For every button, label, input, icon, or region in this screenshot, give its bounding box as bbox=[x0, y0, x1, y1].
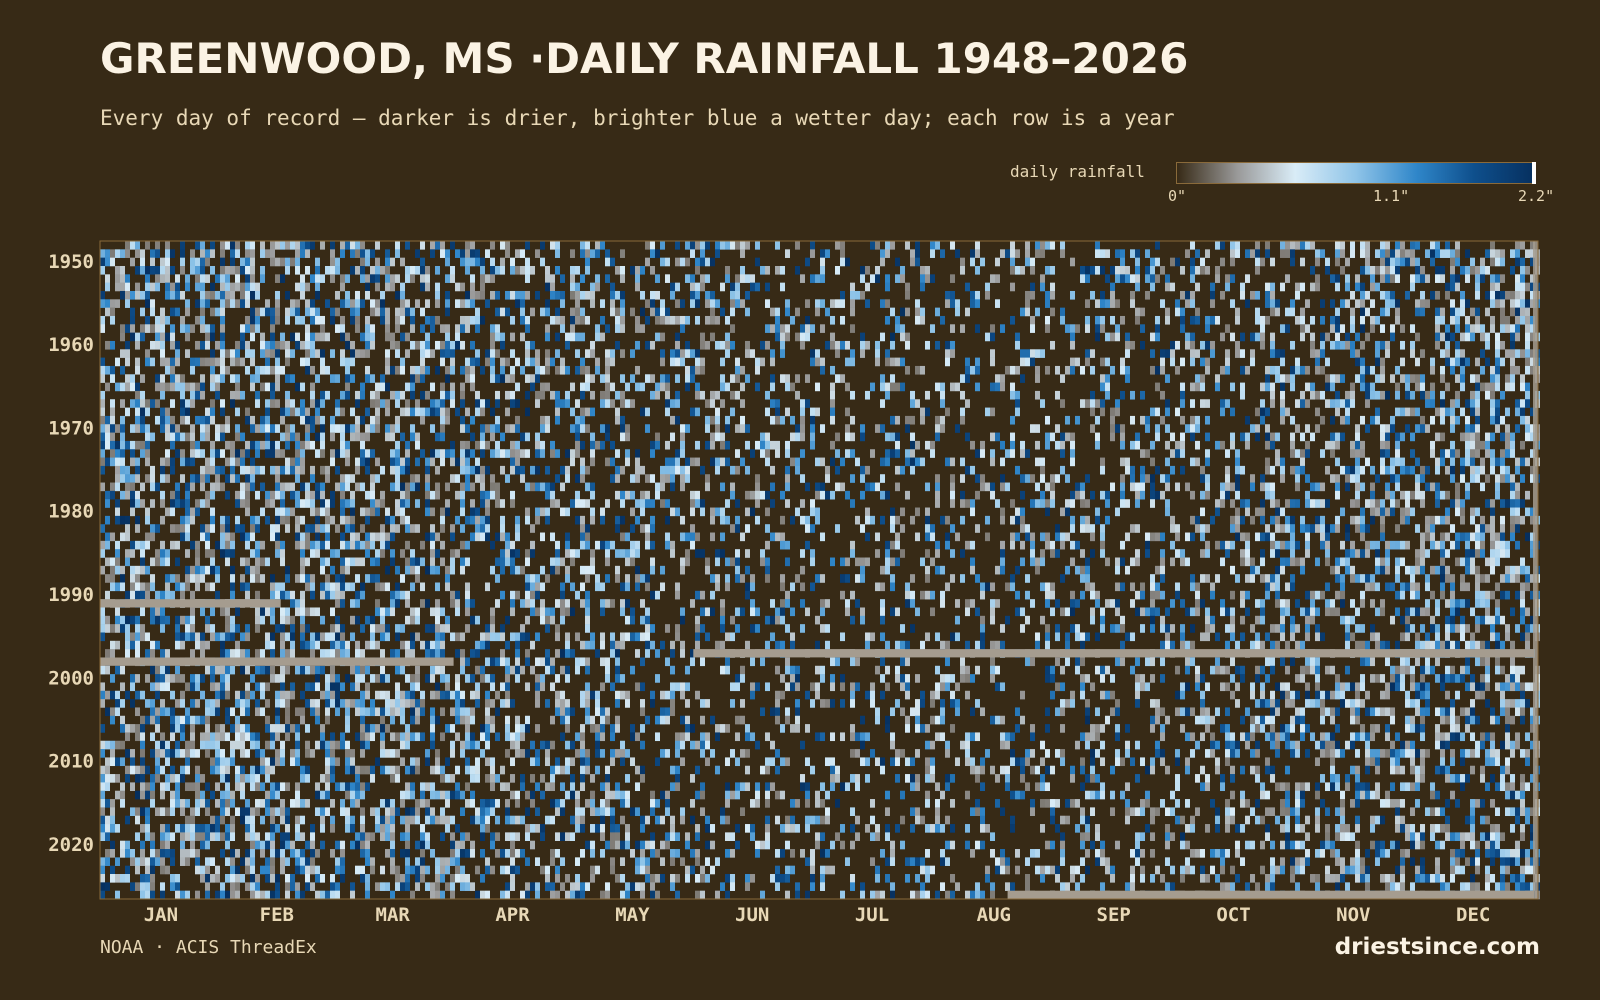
y-tick-label-1970: 1970 bbox=[48, 417, 94, 439]
x-tick-label-jan: JAN bbox=[144, 904, 178, 926]
x-tick-label-jul: JUL bbox=[855, 904, 889, 926]
legend-color-bar bbox=[1176, 162, 1536, 184]
missing-data-span-2 bbox=[693, 649, 1535, 658]
x-tick-label-oct: OCT bbox=[1216, 904, 1250, 926]
legend-tick-max: 2.2" bbox=[1518, 187, 1555, 205]
data-source: NOAA · ACIS ThreadEx bbox=[100, 937, 317, 958]
y-tick-label-1980: 1980 bbox=[48, 501, 94, 523]
y-tick-label-2020: 2020 bbox=[48, 834, 94, 856]
legend-tick-mid: 1.1" bbox=[1373, 187, 1410, 205]
missing-data-span-3 bbox=[1007, 890, 1535, 899]
leap-day-strip bbox=[1533, 241, 1538, 899]
heatmap-cells bbox=[100, 241, 1540, 900]
x-tick-label-dec: DEC bbox=[1456, 904, 1490, 926]
x-tick-label-nov: NOV bbox=[1336, 904, 1370, 926]
missing-data-span-1 bbox=[100, 657, 454, 666]
y-tick-label-1990: 1990 bbox=[48, 584, 94, 606]
brand-link[interactable]: driestsince.com bbox=[1334, 934, 1540, 960]
y-tick-label-2000: 2000 bbox=[48, 667, 94, 689]
x-tick-label-feb: FEB bbox=[260, 904, 294, 926]
x-tick-label-aug: AUG bbox=[977, 904, 1011, 926]
x-tick-label-jun: JUN bbox=[735, 904, 769, 926]
missing-data-span-0 bbox=[100, 599, 281, 608]
x-tick-label-may: MAY bbox=[615, 904, 650, 926]
chart-title: GREENWOOD, MS ·DAILY RAINFALL 1948–2026 bbox=[100, 34, 1189, 83]
y-tick-label-2010: 2010 bbox=[48, 751, 94, 773]
legend-tick-min: 0" bbox=[1168, 187, 1187, 205]
plot-border bbox=[99, 240, 1539, 900]
legend-label: daily rainfall bbox=[1010, 162, 1145, 181]
y-tick-label-1950: 1950 bbox=[48, 251, 94, 273]
x-tick-label-mar: MAR bbox=[376, 904, 411, 926]
x-tick-label-sep: SEP bbox=[1097, 904, 1131, 926]
y-tick-label-1960: 1960 bbox=[48, 334, 94, 356]
legend-max-marker bbox=[1532, 162, 1536, 184]
x-tick-label-apr: APR bbox=[495, 904, 530, 926]
chart-subtitle: Every day of record — darker is drier, b… bbox=[100, 106, 1175, 130]
